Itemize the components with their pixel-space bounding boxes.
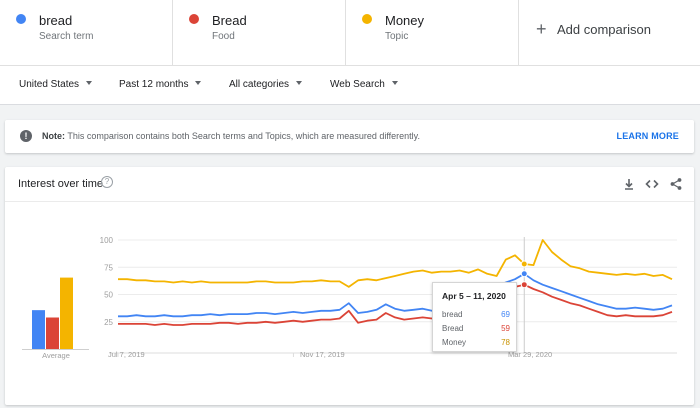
term-type: Food: [212, 31, 235, 42]
note-text-wrap: Note: This comparison contains both Sear…: [42, 131, 420, 141]
term-color-dot: [362, 14, 372, 24]
tooltip-row-name: Money: [442, 338, 467, 347]
card-title: Interest over time: [18, 178, 103, 190]
caret-down-icon: [296, 81, 303, 85]
region-dropdown[interactable]: United States: [19, 79, 93, 90]
comparison-term-bread-search[interactable]: bread Search term: [0, 0, 173, 66]
term-type: Search term: [39, 31, 94, 42]
x-tick-label: Jul 7, 2019: [108, 350, 145, 359]
region-value: United States: [19, 79, 80, 90]
x-tick-label: Nov 17, 2019: [300, 350, 345, 359]
comparison-bar: bread Search term Bread Food Money Topic…: [0, 0, 700, 66]
tooltip-row-bread-food: Bread 59: [442, 324, 510, 333]
series-line-bread: [118, 272, 673, 318]
time-range-value: Past 12 months: [119, 79, 189, 90]
y-tick-label: 75: [104, 263, 113, 272]
tooltip-row-bread: bread 69: [442, 310, 510, 319]
chart-lines: [118, 237, 673, 353]
hover-point-bread: [520, 281, 528, 289]
tooltip-row-name: Bread: [442, 324, 464, 333]
comparison-term-money-topic[interactable]: Money Topic: [346, 0, 519, 66]
time-range-dropdown[interactable]: Past 12 months: [119, 79, 202, 90]
term-type: Topic: [385, 31, 409, 42]
tooltip-date: Apr 5 – 11, 2020: [442, 291, 506, 301]
interest-chart[interactable]: Average 100 75 50 25 Jul 7, 2019 Nov 17, 201…: [5, 167, 694, 405]
y-tick-label: 25: [104, 318, 113, 327]
tooltip-row-money: Money 78: [442, 338, 510, 347]
plus-icon: +: [536, 19, 547, 39]
average-bar-money: [60, 277, 73, 349]
term-name: Money: [385, 13, 425, 28]
average-bars: Average: [22, 277, 89, 360]
tooltip-row-value: 78: [501, 338, 510, 347]
x-axis-ticks: Jul 7, 2019 Nov 17, 2019 Mar 29, 2020: [108, 350, 552, 359]
y-tick-label: 50: [104, 291, 113, 300]
term-name: bread: [39, 13, 73, 28]
comparison-term-bread-food[interactable]: Bread Food: [173, 0, 346, 66]
search-property-value: Web Search: [330, 79, 385, 90]
hover-point-bread: [520, 270, 528, 278]
info-icon: !: [20, 130, 32, 142]
tooltip-row-value: 69: [501, 310, 510, 319]
chart-gridlines: 100 75 50 25: [100, 236, 677, 354]
add-comparison-label: Add comparison: [557, 22, 651, 37]
hover-point-money: [520, 260, 528, 268]
tooltip-row-value: 59: [501, 324, 510, 333]
caret-down-icon: [86, 81, 93, 85]
average-bar-bread: [32, 310, 45, 349]
share-icon[interactable]: [669, 177, 683, 191]
caret-down-icon: [391, 81, 398, 85]
add-comparison-button[interactable]: + Add comparison: [519, 0, 700, 66]
y-tick-label: 100: [100, 236, 114, 245]
category-dropdown[interactable]: All categories: [229, 79, 303, 90]
term-name: Bread: [212, 13, 247, 28]
x-tick-label: Mar 29, 2020: [508, 350, 552, 359]
help-circle-icon[interactable]: ?: [101, 176, 113, 188]
average-label: Average: [42, 351, 70, 360]
embed-code-icon[interactable]: [645, 177, 659, 191]
term-color-dot: [189, 14, 199, 24]
learn-more-link[interactable]: LEARN MORE: [616, 131, 679, 141]
chart-tooltip: Apr 5 – 11, 2020 bread 69 Bread 59 Money…: [432, 282, 517, 352]
average-bar-bread: [46, 317, 59, 349]
tooltip-row-name: bread: [442, 310, 463, 319]
filter-bar: United States Past 12 months All categor…: [0, 66, 700, 105]
comparison-note: ! Note: This comparison contains both Se…: [5, 120, 694, 153]
card-header-divider: [5, 201, 694, 202]
search-property-dropdown[interactable]: Web Search: [330, 79, 398, 90]
download-icon[interactable]: [622, 177, 636, 191]
category-value: All categories: [229, 79, 290, 90]
note-label: Note:: [42, 131, 65, 141]
series-line-bread: [118, 283, 673, 326]
series-line-money: [118, 239, 673, 288]
caret-down-icon: [195, 81, 202, 85]
note-text: This comparison contains both Search ter…: [67, 131, 421, 141]
term-color-dot: [16, 14, 26, 24]
interest-over-time-card: Interest over time ? Average 100 75 50 25 J…: [5, 167, 694, 405]
